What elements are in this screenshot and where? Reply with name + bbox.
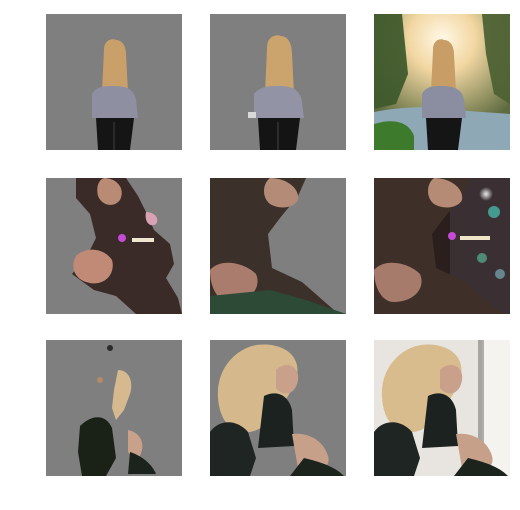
girl-walking-original-photo — [374, 14, 510, 150]
tile-r3-c3 — [374, 340, 510, 476]
night-scene-mask-soft — [210, 178, 346, 314]
tile-r3-c1 — [46, 340, 182, 476]
blonde-woman-mask-soft — [210, 340, 346, 476]
tile-r3-c2 — [210, 340, 346, 476]
blonde-woman-mask-tight — [46, 340, 182, 476]
tile-r1-c2 — [210, 14, 346, 150]
tile-r2-c1 — [46, 178, 182, 314]
night-scene-mask-tight — [46, 178, 182, 314]
tile-r2-c3 — [374, 178, 510, 314]
blonde-woman-original-photo — [374, 340, 510, 476]
girl-walking-mask-soft — [210, 14, 346, 150]
tile-r1-c3 — [374, 14, 510, 150]
tile-r1-c1 — [46, 14, 182, 150]
girl-walking-mask-tight — [46, 14, 182, 150]
night-scene-original-photo — [374, 178, 510, 314]
tile-r2-c2 — [210, 178, 346, 314]
